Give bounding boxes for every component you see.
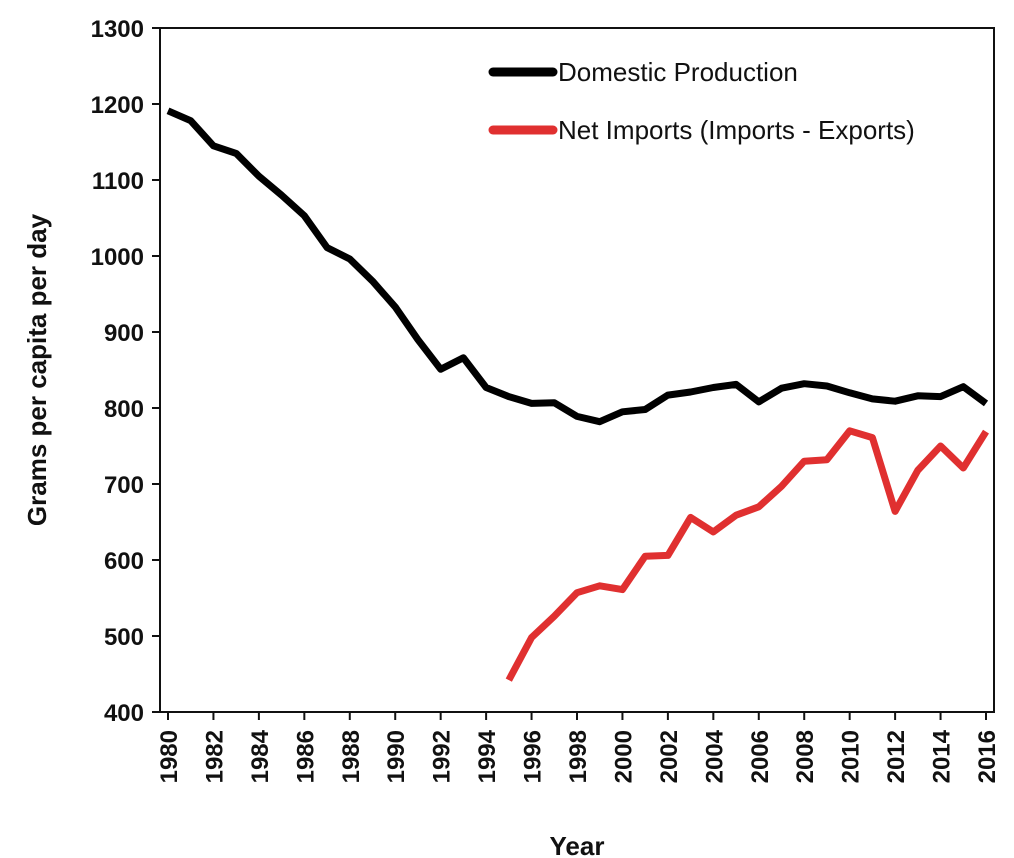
x-tick-label: 2006 xyxy=(747,730,774,783)
x-tick-label: 1996 xyxy=(520,730,547,783)
x-tick-label: 2008 xyxy=(792,730,819,783)
x-tick-label: 2016 xyxy=(974,730,1001,783)
y-tick-label: 1200 xyxy=(91,92,144,119)
x-tick-label: 1982 xyxy=(201,730,228,783)
series-line-net-imports xyxy=(505,427,989,682)
legend-label: Net Imports (Imports - Exports) xyxy=(558,115,915,145)
legend-label: Domestic Production xyxy=(558,57,798,87)
legend: Domestic Production Net Imports (Imports … xyxy=(488,57,915,145)
x-tick-label: 2010 xyxy=(838,730,865,783)
x-tick-label: 2000 xyxy=(610,730,637,783)
y-tick-label: 600 xyxy=(104,548,144,575)
x-tick-label: 1998 xyxy=(565,730,592,783)
x-axis-title: Year xyxy=(550,831,605,858)
x-tick-label: 2012 xyxy=(883,730,910,783)
y-tick-label: 900 xyxy=(104,320,144,347)
y-tick-label: 400 xyxy=(104,700,144,727)
x-tick-label: 1990 xyxy=(383,730,410,783)
x-tick-label: 1986 xyxy=(292,730,319,783)
x-tick-label: 1992 xyxy=(429,730,456,783)
y-tick-label: 800 xyxy=(104,396,144,423)
y-axis-title: Grams per capita per day xyxy=(22,213,52,526)
y-tick-label: 700 xyxy=(104,472,144,499)
x-tick-label: 2004 xyxy=(701,729,728,783)
y-tick-label: 1000 xyxy=(91,244,144,271)
x-tick-label: 1988 xyxy=(338,730,365,783)
y-tick-label: 500 xyxy=(104,624,144,651)
x-tick-label: 1994 xyxy=(474,729,501,783)
x-axis-ticks: 1980 1982 1984 1986 1988 1990 1992 1994 1996 1998… xyxy=(156,712,1001,783)
series-line-domestic-production xyxy=(166,107,989,426)
y-tick-label: 1300 xyxy=(91,16,144,43)
y-axis-ticks: 1300 1200 1100 1000 900 800 700 600 500 400 xyxy=(91,16,160,727)
x-tick-label: 2014 xyxy=(929,729,956,783)
series-layer xyxy=(166,107,989,682)
x-tick-label: 2002 xyxy=(656,730,683,783)
x-tick-label: 1980 xyxy=(156,730,183,783)
y-tick-label: 1100 xyxy=(92,168,144,195)
x-tick-label: 1984 xyxy=(247,729,274,783)
